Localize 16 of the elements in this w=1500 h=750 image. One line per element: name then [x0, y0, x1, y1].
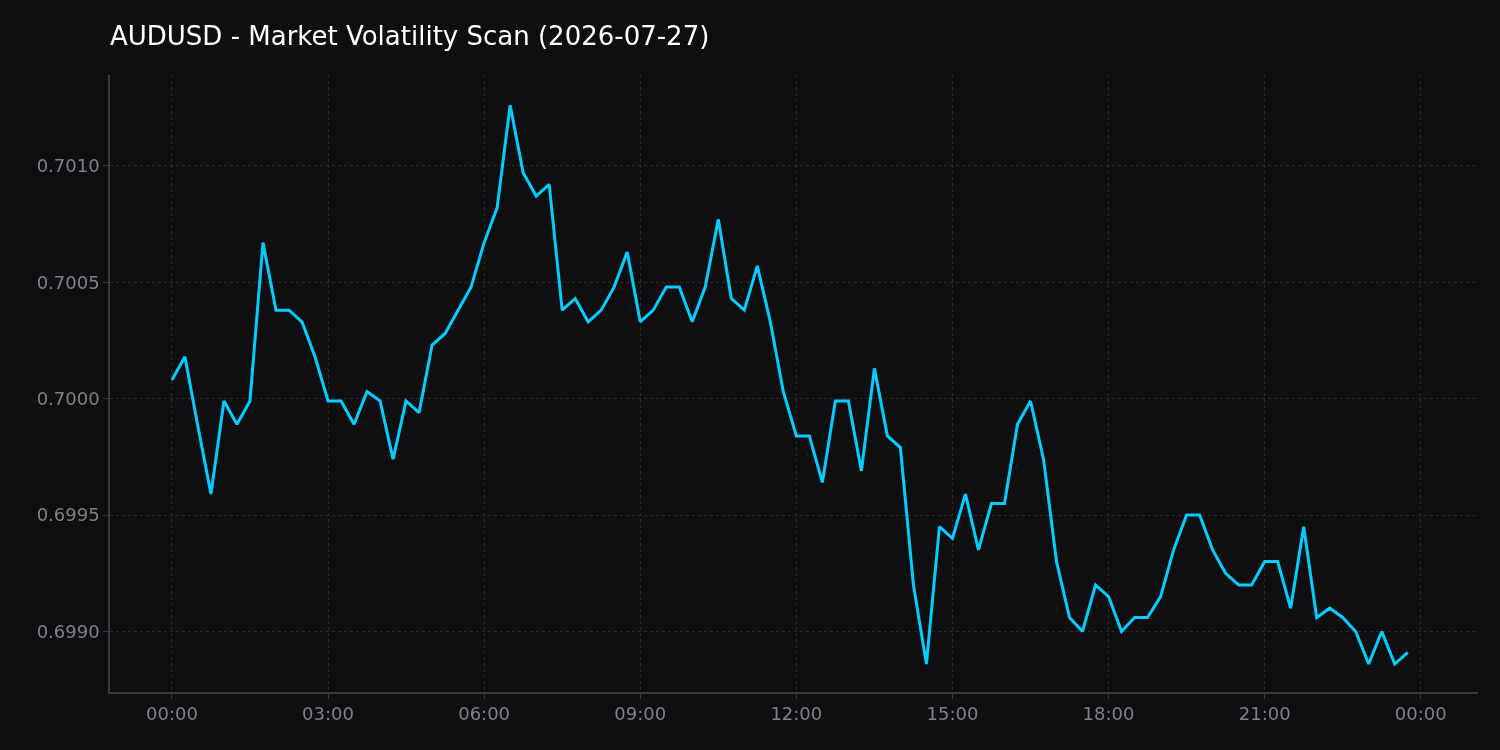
x-tick-label: 06:00 — [458, 703, 511, 725]
chart-title: AUDUSD - Market Volatility Scan (2026-07-27) — [110, 21, 710, 52]
line-series — [170, 103, 1410, 666]
x-tick-label: 18:00 — [1082, 703, 1135, 725]
x-tick-label: 21:00 — [1238, 703, 1291, 725]
y-tick-label: 0.7005 — [36, 271, 100, 293]
x-tick-label: 00:00 — [1394, 703, 1447, 725]
x-tick-label: 03:00 — [302, 703, 354, 725]
x-tick-label: 12:00 — [770, 703, 823, 725]
y-tick-label: 0.7000 — [36, 387, 100, 409]
x-tick-label: 09:00 — [614, 703, 667, 725]
x-tick-label: 00:00 — [145, 703, 198, 725]
y-tick-label: 0.7010 — [36, 155, 100, 177]
y-tick-label: 0.6995 — [36, 504, 100, 526]
y-tick-label: 0.6990 — [36, 620, 100, 642]
x-tick-label: 15:00 — [926, 703, 979, 725]
